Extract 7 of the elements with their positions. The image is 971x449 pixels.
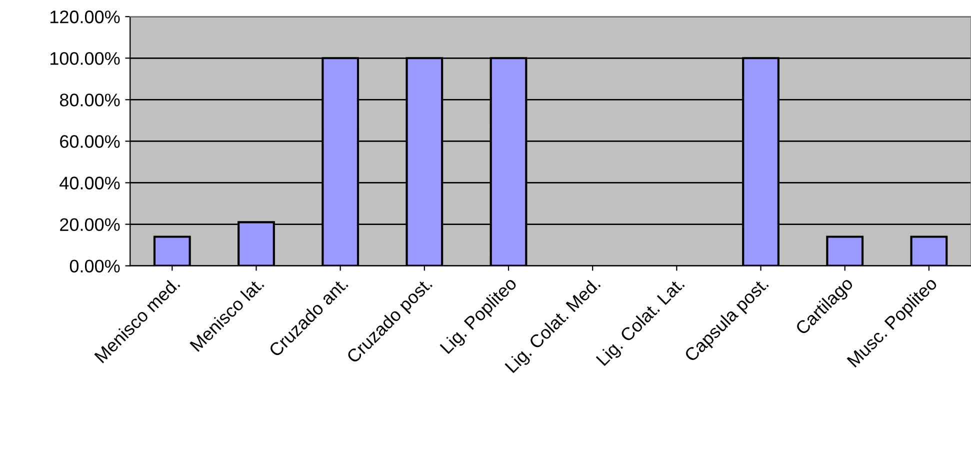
- y-tick-label: 40.00%: [60, 176, 120, 190]
- y-tick-label: 100.00%: [50, 52, 120, 65]
- y-tick-label: 120.00%: [50, 10, 120, 24]
- y-tick-label: 80.00%: [60, 94, 120, 106]
- y-tick-label: 0.00%: [70, 260, 120, 273]
- y-tick-label: 60.00%: [60, 135, 120, 148]
- y-tick-label: 20.00%: [60, 218, 120, 231]
